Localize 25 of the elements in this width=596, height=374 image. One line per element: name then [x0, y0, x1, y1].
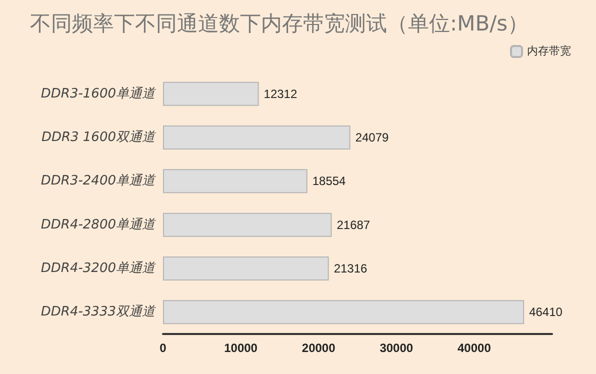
y-tick-label: DDR4-3333双通道 [40, 304, 156, 320]
y-tick-label: DDR3-1600单通道 [40, 86, 156, 102]
y-tick-label: DDR4-2800单通道 [40, 217, 156, 232]
x-tick-label: 40000 [458, 341, 492, 355]
data-label: 12312 [264, 86, 298, 101]
bar [163, 82, 259, 106]
data-label: 24079 [355, 130, 390, 144]
legend-label: 内存带宽 [527, 44, 571, 58]
y-tick-label: DDR4-3200单通道 [40, 261, 156, 276]
data-label: 18554 [312, 174, 346, 188]
data-label: 46410 [529, 305, 563, 320]
x-tick-label: 10000 [224, 341, 258, 355]
data-label: 21687 [336, 218, 370, 232]
x-tick-label: 30000 [380, 341, 414, 355]
bar [163, 212, 332, 237]
x-tick-label: 0 [160, 341, 167, 355]
chart-title: 不同频率下不同通道数下内存带宽测试（单位:MB/s） [30, 12, 529, 36]
bar [163, 300, 524, 324]
bar [163, 169, 308, 194]
data-label: 21316 [334, 262, 368, 276]
bar [163, 256, 329, 280]
y-tick-label: DDR3 1600双通道 [41, 130, 156, 145]
y-tick-label: DDR3-2400单通道 [40, 174, 156, 189]
bar [163, 126, 350, 150]
x-tick-label: 20000 [302, 341, 336, 355]
